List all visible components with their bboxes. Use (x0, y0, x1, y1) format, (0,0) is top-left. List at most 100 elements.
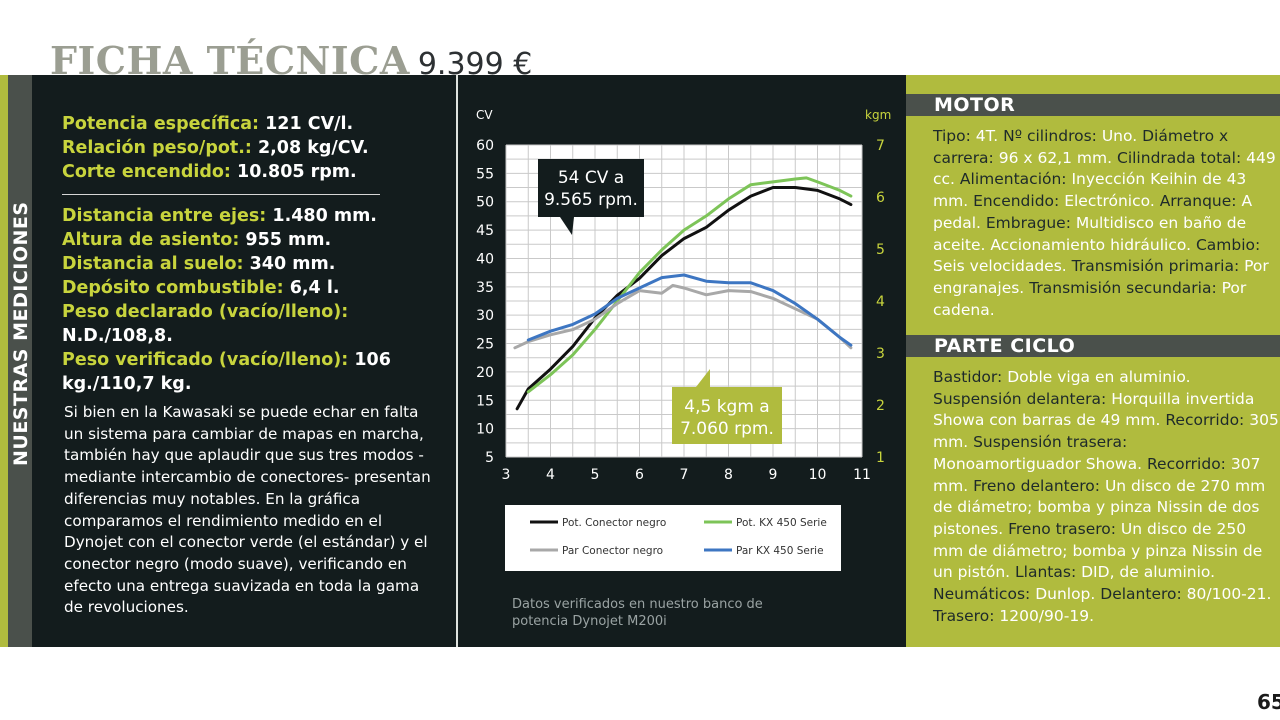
spec-value: Dunlop. (1035, 585, 1096, 604)
spec-value: 6,4 l. (289, 278, 340, 298)
spec-label: Bastidor: (933, 368, 1003, 386)
series-line-0 (515, 186, 853, 411)
y2-tick-label: 4 (876, 294, 885, 310)
spec-label: Potencia específica: (62, 114, 260, 134)
spec-value: 449 cc. (933, 148, 1276, 189)
spec-value: Horquilla invertida Showa con barras de … (933, 389, 1255, 430)
spec-potencia: Potencia específica: 121 CV/l. (62, 112, 452, 136)
spec-value: 4T. (975, 127, 999, 145)
spec-value: DID, de aluminio. (1081, 563, 1216, 582)
motor-specs: Tipo: 4T. Nº cilindros: Uno. Diámetro x … (933, 126, 1280, 321)
y-tick-label: 35 (476, 280, 494, 296)
chart-legend: Pot. Conector negro Pot. KX 450 Serie Par … (505, 505, 841, 571)
y-tick-label: 40 (476, 251, 494, 267)
y2-tick-label: 5 (876, 242, 885, 258)
spec-value: Multidisco en baño de aceite. Accionamie… (933, 213, 1247, 254)
spec-value: 1.480 mm. (272, 206, 377, 226)
y-tick-label: 5 (485, 450, 494, 466)
spec-label: Recorrido: (1146, 454, 1226, 473)
spec-value: Seis velocidades. (933, 257, 1067, 276)
spec-peso-declarado: Peso declarado (vacío/lleno): (62, 300, 452, 324)
spec-value: Uno. (1101, 127, 1138, 145)
x-tick-label: 3 (502, 467, 511, 483)
spec-label: Recorrido: (1165, 411, 1245, 430)
spec-label: Relación peso/pot.: (62, 138, 252, 158)
y-tick-label: 30 (476, 308, 494, 324)
section-sidebar: NUESTRAS MEDICIONES (8, 75, 32, 647)
spec-label: Suspensión trasera: (973, 433, 1128, 452)
callout-power-line2: 9.565 rpm. (544, 190, 638, 210)
spec-value: 955 mm. (245, 230, 332, 250)
spec-label: Delantero: (1100, 585, 1182, 604)
sidebar-label: NUESTRAS MEDICIONES (10, 201, 32, 466)
spec-value: A pedal. (933, 192, 1253, 232)
spec-value: 340 mm. (249, 254, 336, 274)
x-tick-label: 8 (724, 467, 733, 483)
spec-value: 1200/90-19. (999, 606, 1094, 625)
y2-tick-label: 7 (876, 138, 885, 154)
spec-value: Electrónico. (1064, 192, 1155, 211)
legend-label: Par KX 450 Serie (736, 545, 824, 557)
legend-label: Pot. Conector negro (562, 517, 666, 529)
spec-value: Inyección Keihin de 43 mm. (933, 170, 1247, 211)
spec-label: Depósito combustible: (62, 278, 284, 298)
callout-power-box (538, 159, 644, 217)
spec-value: N.D./108,8. (62, 326, 173, 346)
spec-label: Distancia al suelo: (62, 254, 244, 274)
y-tick-label: 55 (476, 166, 494, 182)
callout-power-tail (560, 217, 574, 235)
legend-label: Par Conector negro (562, 545, 663, 557)
spec-value: 121 CV/l. (265, 114, 354, 134)
spec-label: Altura de asiento: (62, 230, 240, 250)
spec-value: Por cadena. (933, 278, 1247, 319)
spec-label: Tipo: (933, 127, 971, 145)
y-tick-label: 60 (476, 138, 494, 154)
callout-torque-line1: 4,5 kgm a (684, 397, 769, 417)
spec-label: Distancia entre ejes: (62, 206, 267, 226)
spec-label: Embrague: (985, 213, 1071, 232)
spec-distancia-suelo: Distancia al suelo: 340 mm. (62, 252, 452, 276)
spec-value: 96 x 62,1 mm. (998, 148, 1113, 167)
spec-value: 2,08 kg/CV. (257, 138, 369, 158)
x-tick-label: 4 (546, 467, 555, 483)
measurements-list: Potencia específica: 121 CV/l. Relación … (62, 112, 452, 396)
ciclo-specs: Bastidor: Doble viga en aluminio. Suspen… (933, 367, 1280, 627)
spec-value: 80/100-21. (1186, 585, 1272, 604)
y-axis-label: CV (476, 108, 493, 122)
spec-label: Arranque: (1159, 192, 1237, 211)
spec-value: Un disco de 250 mm de diámetro; bomba y … (933, 519, 1263, 582)
legend-label: Pot. KX 450 Serie (736, 517, 827, 529)
motor-heading: MOTOR (906, 94, 1280, 116)
spec-label: Freno delantero: (973, 476, 1101, 495)
spec-distancia-ejes: Distancia entre ejes: 1.480 mm. (62, 204, 452, 228)
spec-label: Alimentación: (959, 170, 1067, 189)
callout-torque-box (672, 387, 782, 444)
x-tick-label: 7 (680, 467, 689, 483)
spec-peso-declarado-value: N.D./108,8. (62, 324, 452, 348)
x-tick-label: 6 (635, 467, 644, 483)
spec-label: Diámetro x carrera: (933, 127, 1229, 167)
y2-tick-label: 2 (876, 398, 885, 414)
spec-label: Encendido: (973, 192, 1060, 211)
callout-power-line1: 54 CV a (558, 168, 624, 188)
spec-label: Llantas: (1015, 563, 1077, 582)
y-tick-label: 10 (476, 422, 494, 438)
spec-label: Transmisión secundaria: (1029, 278, 1217, 297)
spec-label: Peso verificado (vacío/lleno): (62, 350, 349, 370)
spec-divider (62, 194, 380, 195)
y2-tick-label: 3 (876, 346, 885, 362)
x-tick-label: 10 (809, 467, 827, 483)
x-tick-label: 5 (591, 467, 600, 483)
spec-label: Neumáticos: (933, 585, 1031, 604)
spec-label: Cilindrada total: (1117, 148, 1242, 167)
spec-altura-asiento: Altura de asiento: 955 mm. (62, 228, 452, 252)
chart-series (513, 176, 853, 411)
y2-tick-label: 1 (876, 450, 885, 466)
spec-label: Nº cilindros: (1003, 127, 1097, 145)
spec-value: 10.805 rpm. (237, 162, 357, 182)
review-paragraph: Si bien en la Kawasaki se puede echar en… (64, 403, 431, 617)
chart-caption: Datos verificados en nuestro banco de po… (512, 597, 763, 629)
x-tick-label: 11 (853, 467, 871, 483)
series-line-1 (526, 176, 853, 394)
